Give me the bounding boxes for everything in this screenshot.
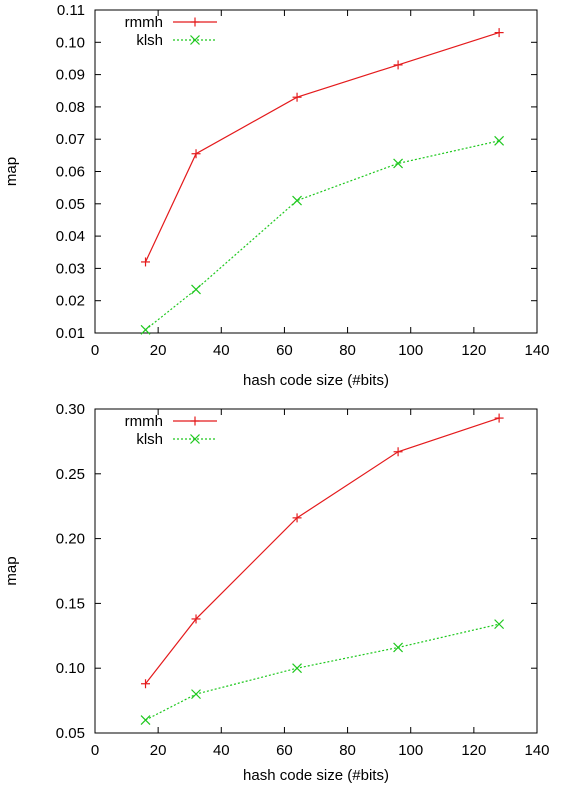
y-tick-label: 0.05 — [56, 196, 85, 213]
legend-label-rmmh: rmmh — [125, 14, 163, 31]
y-tick-label: 0.30 — [56, 401, 85, 418]
y-tick-label: 0.04 — [56, 228, 85, 245]
x-tick-label: 60 — [276, 742, 293, 759]
data-point-rmmh — [191, 614, 201, 624]
chart-1: 0 20 40 60 80 100 120 140 0.01 0.02 0.03 0.04 0.05 0.… — [3, 2, 550, 389]
x-tick-label: 140 — [524, 342, 549, 359]
x-tick-label: 40 — [213, 742, 230, 759]
data-point-klsh — [292, 663, 302, 674]
y-tick-label: 0.06 — [56, 164, 85, 181]
data-point-klsh — [494, 135, 505, 146]
x-tick-label: 120 — [461, 342, 486, 359]
legend-marker-rmmh — [190, 17, 200, 27]
data-point-klsh-d2 — [292, 663, 302, 674]
data-point-klsh — [140, 715, 151, 725]
legend-label-klsh: klsh — [136, 431, 163, 448]
y-axis-label: map — [3, 157, 20, 186]
x-tick-label: 60 — [276, 342, 293, 359]
data-point-klsh-d2 — [140, 324, 151, 335]
data-point-klsh — [191, 689, 201, 700]
data-point-klsh-d2 — [140, 715, 151, 725]
data-point-klsh-d2 — [393, 158, 404, 169]
legend-marker-klsh-d2 — [190, 434, 200, 444]
data-point-klsh — [191, 284, 201, 295]
x-tick-label: 140 — [524, 742, 549, 759]
x-tick-label: 100 — [398, 742, 423, 759]
data-point-klsh-d2 — [292, 195, 302, 206]
y-tick-label: 0.20 — [56, 531, 85, 548]
series-klsh — [140, 135, 505, 335]
y-tick-label: 0.10 — [56, 34, 85, 51]
data-point-rmmh — [292, 513, 302, 523]
y-tick-label: 0.08 — [56, 99, 85, 116]
data-point-rmmh — [393, 60, 403, 70]
y-tick-label: 0.05 — [56, 725, 85, 742]
y-tick-label: 0.02 — [56, 293, 85, 310]
x-tick-label: 80 — [339, 742, 356, 759]
legend-marker-klsh — [190, 35, 200, 45]
data-point-rmmh — [141, 679, 151, 689]
data-point-klsh — [292, 195, 302, 206]
series-rmmh — [141, 28, 504, 267]
x-axis-label: hash code size (#bits) — [243, 372, 389, 389]
data-point-klsh — [494, 619, 505, 630]
data-point-klsh-d2 — [494, 135, 505, 146]
legend-marker-klsh-d2 — [190, 35, 200, 45]
x-tick-label: 40 — [213, 342, 230, 359]
series-line-rmmh — [144, 32, 500, 263]
data-point-rmmh — [191, 149, 201, 159]
data-point-klsh-d2 — [191, 284, 201, 295]
data-point-rmmh — [393, 447, 403, 457]
y-tick-label: 0.10 — [56, 660, 85, 677]
data-point-klsh — [140, 324, 151, 335]
data-point-rmmh — [494, 413, 504, 423]
y-tick-label: 0.11 — [57, 2, 85, 19]
data-point-klsh — [393, 158, 404, 169]
x-tick-label: 20 — [150, 342, 167, 359]
x-tick-label: 100 — [398, 342, 423, 359]
plot-frame — [94, 408, 538, 734]
plot-frame — [94, 9, 538, 334]
data-point-rmmh — [141, 257, 151, 267]
y-tick-label: 0.15 — [56, 595, 85, 612]
y-tick-label: 0.25 — [56, 466, 85, 483]
y-tick-label: 0.07 — [56, 131, 85, 148]
y-tick-label: 0.01 — [56, 325, 85, 342]
data-point-klsh-d2 — [494, 619, 505, 630]
data-point-rmmh — [494, 28, 504, 38]
series-rmmh — [141, 413, 504, 689]
data-point-klsh-d2 — [393, 642, 404, 653]
legend-label-klsh: klsh — [136, 32, 163, 49]
chart-2: 0 20 40 60 80 100 120 140 0.05 0.10 0.15 0.20 0.25 0.… — [3, 401, 550, 784]
series-klsh — [140, 619, 505, 725]
y-axis-label: map — [3, 556, 20, 585]
y-tick-label: 0.03 — [56, 260, 85, 277]
x-tick-label: 20 — [150, 742, 167, 759]
x-tick-label: 0 — [91, 342, 99, 359]
legend-marker-rmmh — [190, 416, 200, 426]
data-point-klsh — [393, 642, 404, 653]
x-tick-label: 80 — [339, 342, 356, 359]
x-axis-label: hash code size (#bits) — [243, 767, 389, 784]
x-tick-label: 0 — [91, 742, 99, 759]
x-tick-label: 120 — [461, 742, 486, 759]
data-point-klsh-d2 — [191, 689, 201, 700]
series-line-klsh — [145, 623, 500, 721]
series-line-rmmh — [145, 417, 500, 685]
legend-marker-klsh — [190, 434, 200, 444]
y-tick-label: 0.09 — [56, 67, 85, 84]
series-line-klsh — [145, 140, 500, 331]
data-point-rmmh — [292, 92, 302, 102]
legend-label-rmmh: rmmh — [125, 413, 163, 430]
